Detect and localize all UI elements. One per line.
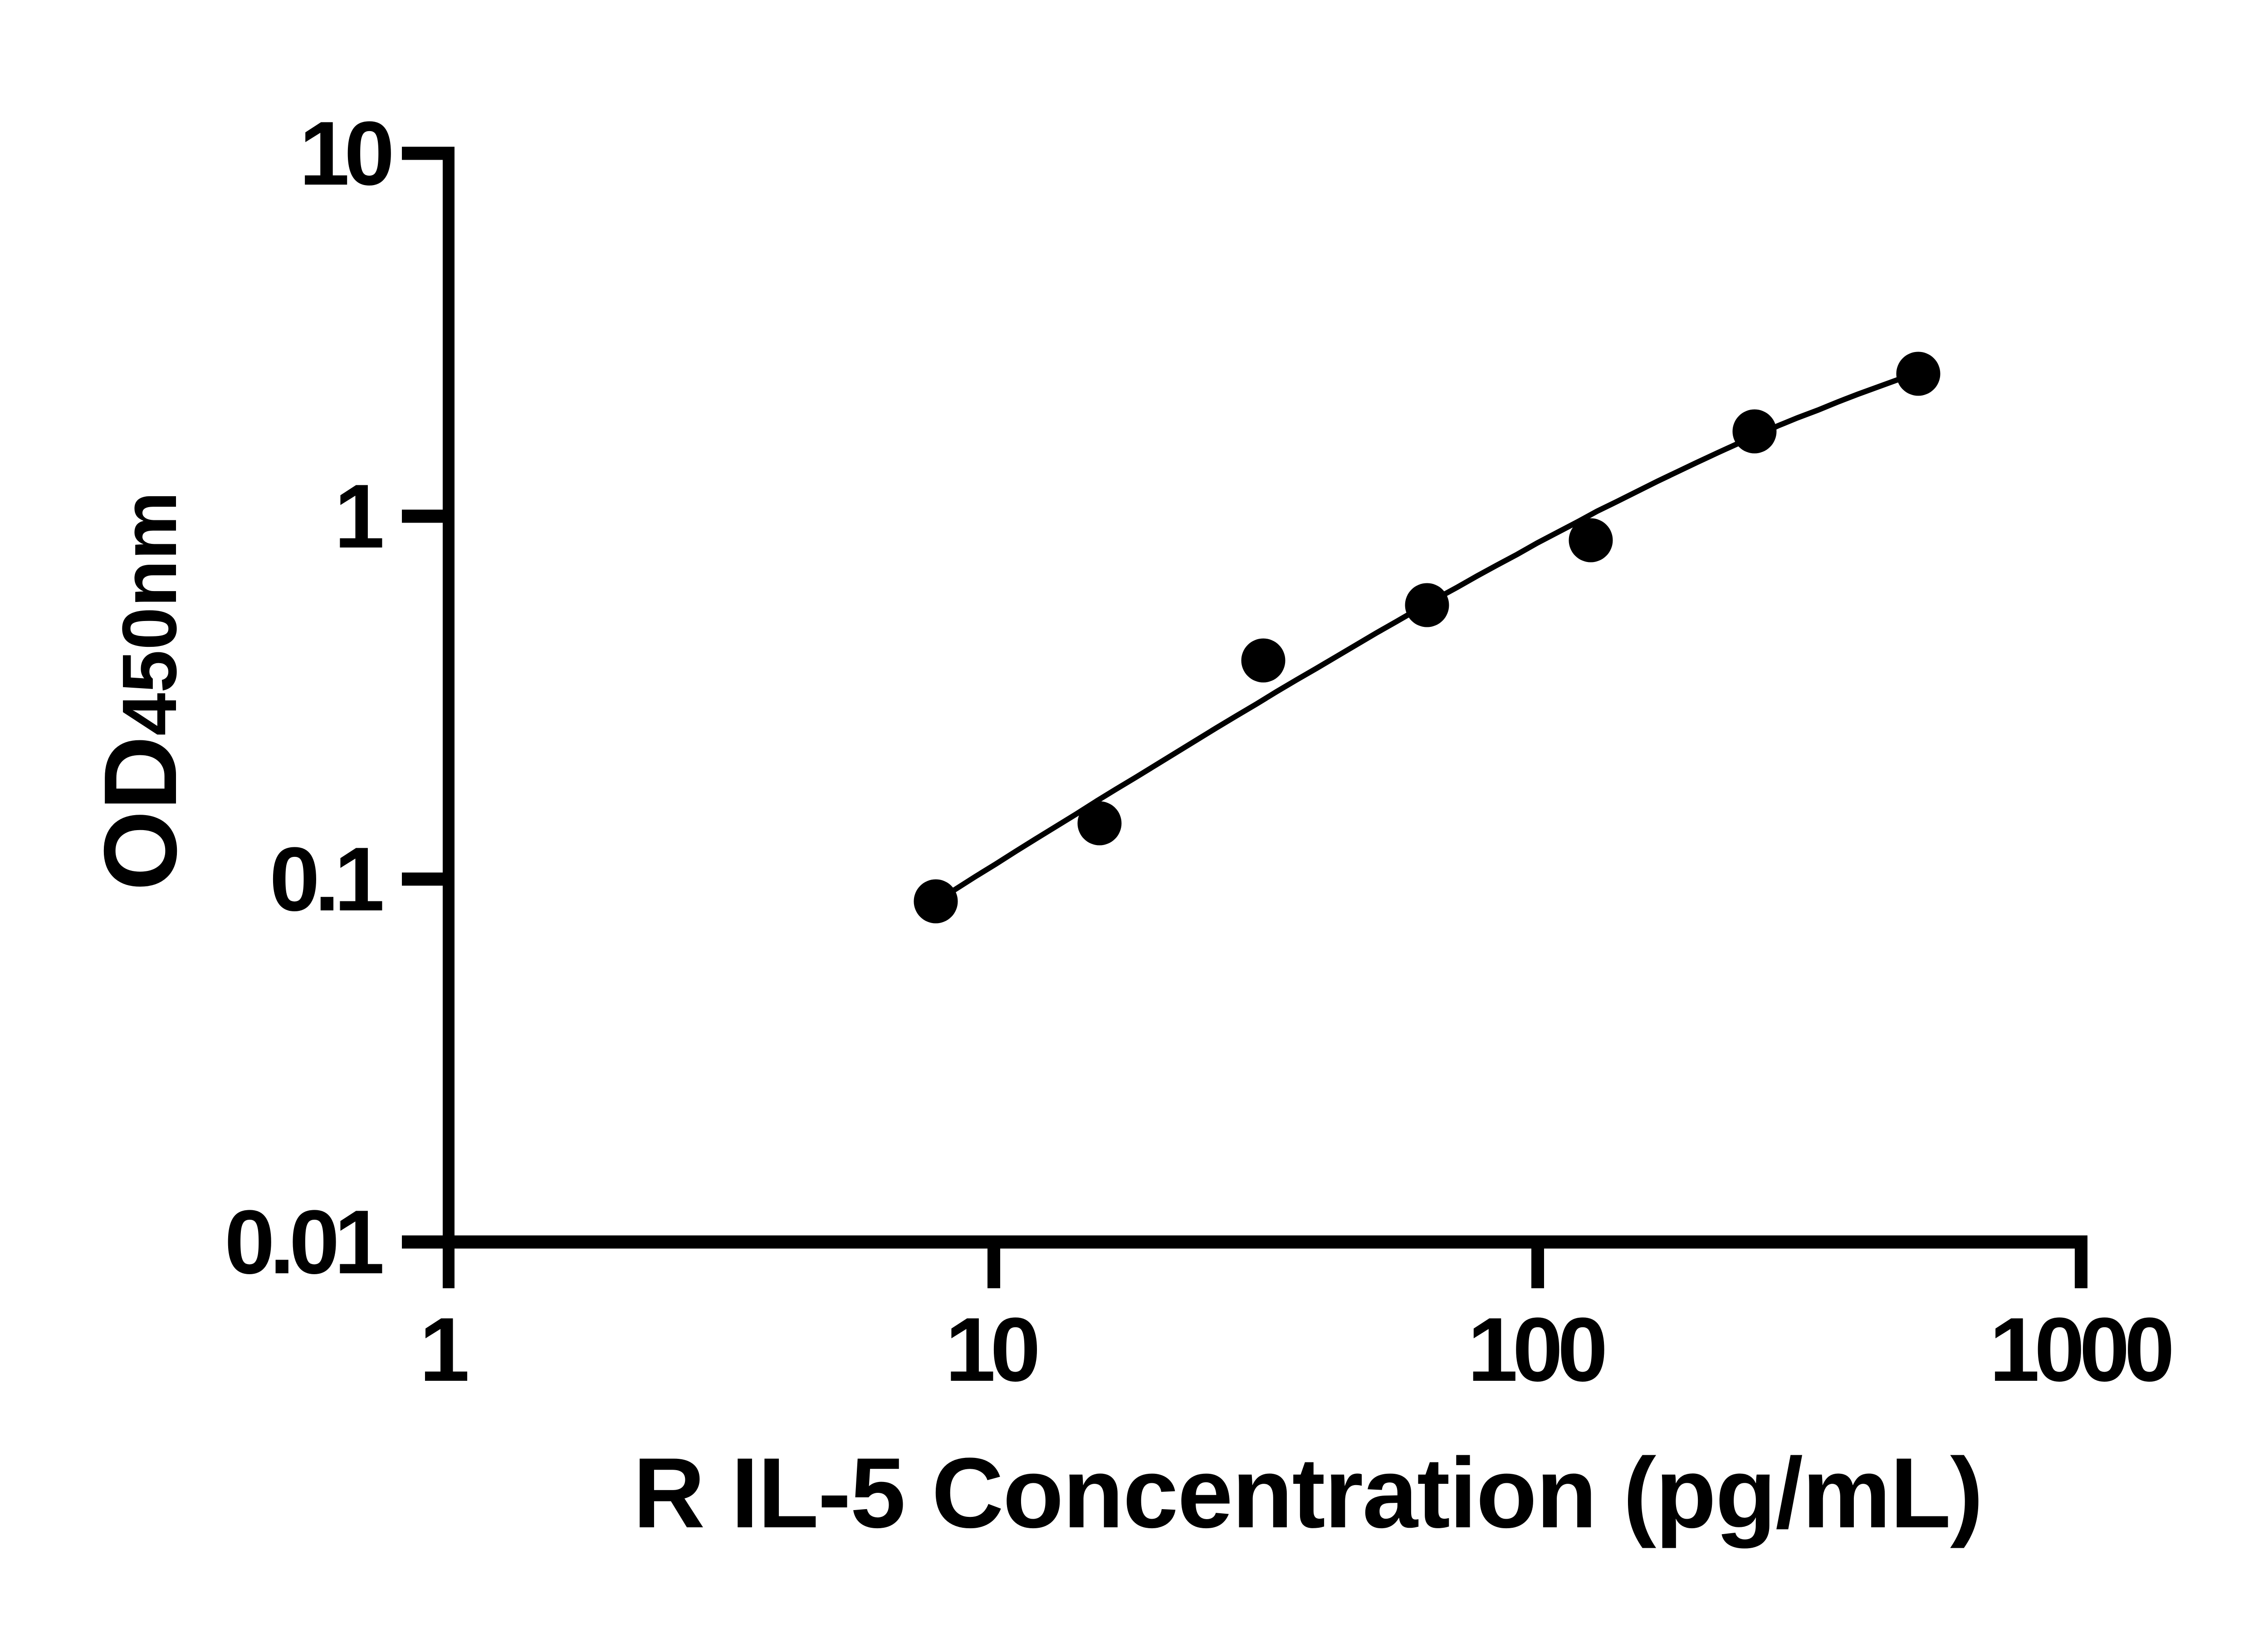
svg-text:100: 100 bbox=[1467, 1299, 1604, 1400]
svg-text:10: 10 bbox=[945, 1299, 1037, 1400]
svg-text:1: 1 bbox=[334, 466, 382, 567]
svg-text:1000: 1000 bbox=[1989, 1299, 2172, 1400]
svg-text:OD450nm: OD450nm bbox=[83, 491, 198, 891]
svg-text:0.01: 0.01 bbox=[225, 1192, 382, 1293]
svg-text:R IL-5 Concentration (pg/mL): R IL-5 Concentration (pg/mL) bbox=[633, 1437, 1983, 1549]
svg-text:10: 10 bbox=[299, 103, 391, 204]
svg-text:1: 1 bbox=[419, 1299, 467, 1400]
svg-text:0.1: 0.1 bbox=[269, 829, 382, 930]
